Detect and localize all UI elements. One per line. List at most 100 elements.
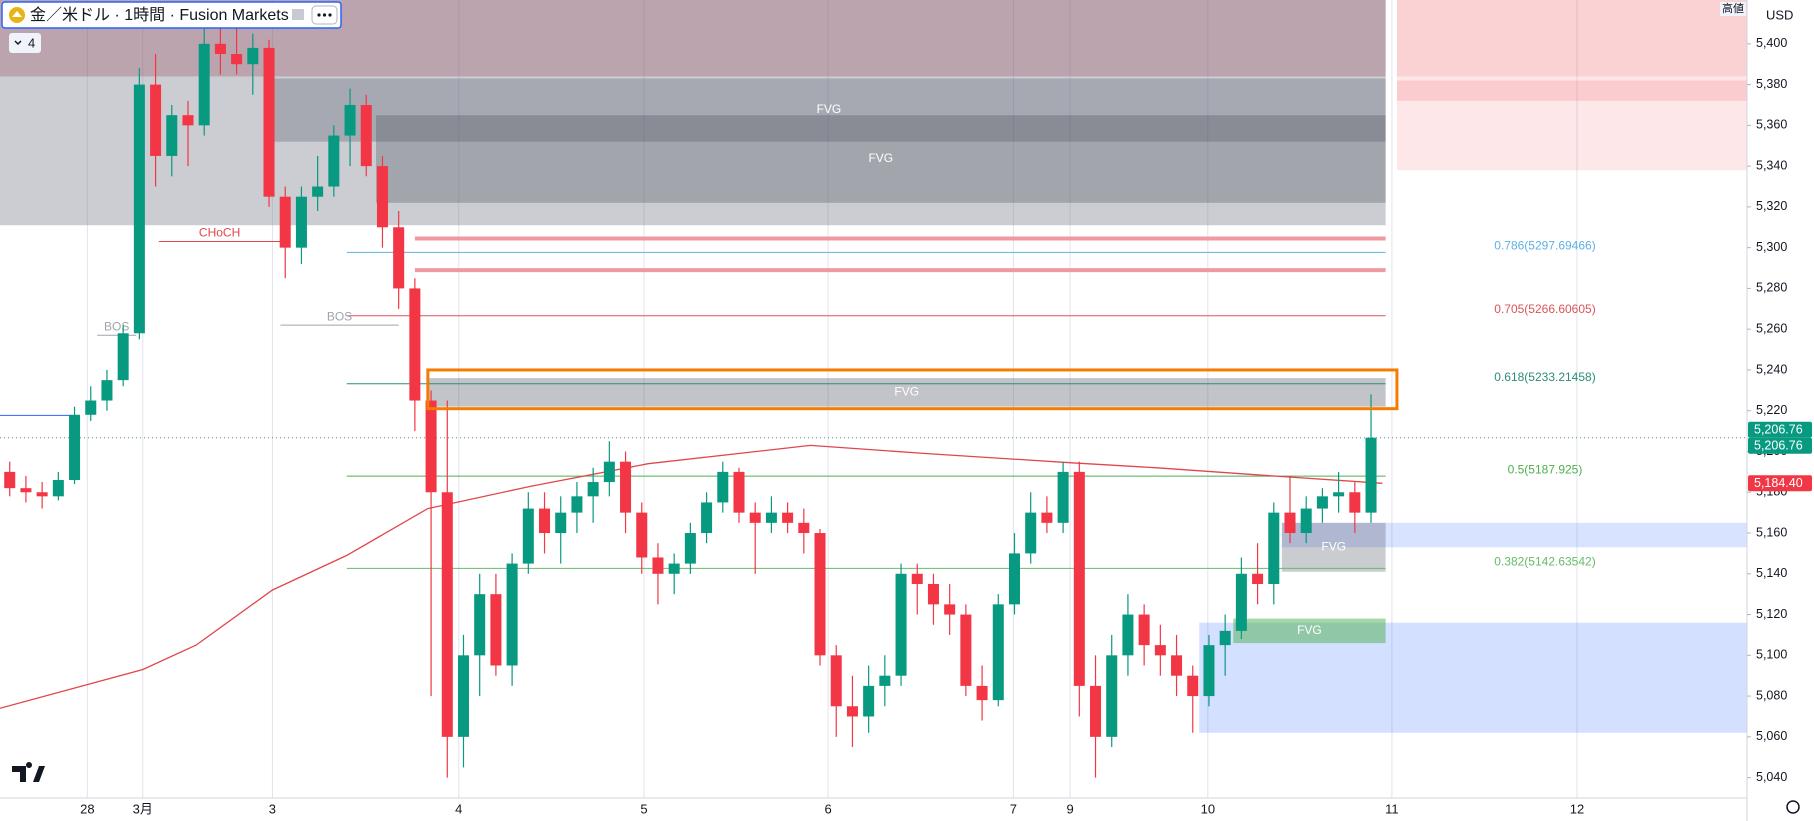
- settings-button[interactable]: [1786, 800, 1800, 814]
- candle-body: [944, 604, 956, 615]
- y-tick-label: 5,060: [1756, 729, 1787, 743]
- candle-body: [52, 480, 64, 497]
- candle-body: [960, 614, 972, 686]
- candle-body: [506, 563, 518, 666]
- x-tick-label: 28: [80, 801, 94, 816]
- y-tick-label: 5,400: [1756, 36, 1787, 50]
- candle-body: [247, 47, 259, 65]
- candle-body: [1235, 573, 1247, 631]
- candle-body: [863, 685, 875, 717]
- dot: [317, 13, 321, 17]
- x-tick-label: 7: [1010, 801, 1017, 816]
- time-axis-panel: [0, 798, 1747, 821]
- legend-header: 金／米ドル · 1時間 · Fusion Markets 4: [1, 1, 342, 53]
- candle-body: [85, 400, 97, 415]
- zone: [1396, 0, 1747, 171]
- y-tick-label: 5,100: [1756, 648, 1787, 662]
- y-tick-label: 5,300: [1756, 240, 1787, 254]
- candle-body: [1057, 471, 1069, 523]
- flag-icon: [292, 9, 304, 20]
- candle-body: [911, 573, 923, 584]
- candle-body: [684, 533, 696, 564]
- candle-body: [36, 492, 48, 497]
- candle-body: [1300, 508, 1312, 534]
- candle-body: [1106, 655, 1118, 737]
- candle-body: [182, 115, 194, 126]
- x-tick-label: 4: [455, 801, 462, 816]
- candle-body: [457, 655, 469, 737]
- fib-label: 0.5(5187.925): [1508, 462, 1583, 476]
- candle-body: [474, 594, 486, 656]
- candle-body: [312, 186, 324, 197]
- candle-body: [20, 488, 32, 493]
- x-tick-label: 6: [825, 801, 832, 816]
- y-tick-label: 5,120: [1756, 607, 1787, 621]
- tradingview-logo: [12, 761, 45, 782]
- y-tick-label: 5,080: [1756, 688, 1787, 702]
- candle-body: [441, 492, 453, 737]
- candle-body: [668, 563, 680, 574]
- x-tick-label: 9: [1066, 801, 1073, 816]
- price-label-box: [1748, 475, 1812, 492]
- x-tick-label: 5: [640, 801, 647, 816]
- y-tick-label: 5,360: [1756, 118, 1787, 132]
- zone: [375, 115, 1386, 203]
- symbol-title: 金／米ドル · 1時間 · Fusion Markets: [30, 6, 289, 24]
- candle-body: [555, 512, 567, 534]
- structure-label: CHoCH: [199, 226, 240, 240]
- price-label: 5,184.40: [1754, 476, 1803, 490]
- candle-body: [765, 512, 777, 523]
- zone-label: FVG: [1297, 623, 1322, 637]
- candle-body: [717, 471, 729, 503]
- zone: [1281, 522, 1386, 572]
- dot: [328, 13, 332, 17]
- candle-body: [328, 135, 340, 187]
- candle-body: [117, 333, 129, 381]
- candle-body: [1138, 614, 1150, 646]
- y-tick-label: 5,260: [1756, 321, 1787, 335]
- price-axis-panel: [1747, 0, 1814, 821]
- candle-body: [522, 508, 534, 564]
- candle-body: [1041, 512, 1053, 523]
- candle-body: [830, 655, 842, 707]
- y-tick-label: 5,040: [1756, 770, 1787, 784]
- candle-body: [1073, 471, 1085, 686]
- indicator-toggle[interactable]: [9, 33, 41, 53]
- x-tick-label: 12: [1570, 801, 1584, 816]
- high-tag: [1720, 2, 1746, 16]
- symbol-box[interactable]: [1, 1, 342, 29]
- y-tick-label: 5,340: [1756, 158, 1787, 172]
- candle-body: [620, 461, 632, 513]
- candle-body: [782, 512, 794, 523]
- candle-body: [814, 533, 826, 656]
- y-tick-label: 5,320: [1756, 199, 1787, 213]
- chevron-icon: [14, 40, 22, 46]
- x-tick-label: 11: [1385, 801, 1399, 816]
- price-label-box: [1748, 421, 1812, 438]
- dot: [322, 13, 327, 17]
- plot-area: 0.786(5297.69466) 0.705(5266.60605) 0.618(…: [0, 0, 1747, 798]
- candle-body: [1219, 630, 1231, 646]
- candle-body: [1122, 614, 1134, 656]
- y-tick-label: 5,280: [1756, 281, 1787, 295]
- x-tick-label: 3月: [133, 801, 153, 816]
- candle-body: [571, 496, 583, 513]
- candle-body: [1252, 573, 1264, 584]
- y-tick-label: 5,140: [1756, 566, 1787, 580]
- candle-body: [636, 512, 648, 558]
- candle-body: [393, 227, 405, 289]
- indicator-count: 4: [28, 35, 35, 50]
- fib-label: 0.705(5266.60605): [1494, 302, 1595, 316]
- fib-label: 0.786(5297.69466): [1494, 239, 1595, 253]
- candle-body: [1284, 512, 1296, 534]
- candle-body: [895, 573, 907, 676]
- fib-label: 0.382(5142.63542): [1494, 555, 1595, 569]
- candle-body: [701, 502, 713, 534]
- candle-body: [69, 414, 81, 481]
- candle-body: [376, 166, 388, 228]
- x-tick-label: 3: [269, 801, 276, 816]
- candle-body: [1025, 512, 1037, 554]
